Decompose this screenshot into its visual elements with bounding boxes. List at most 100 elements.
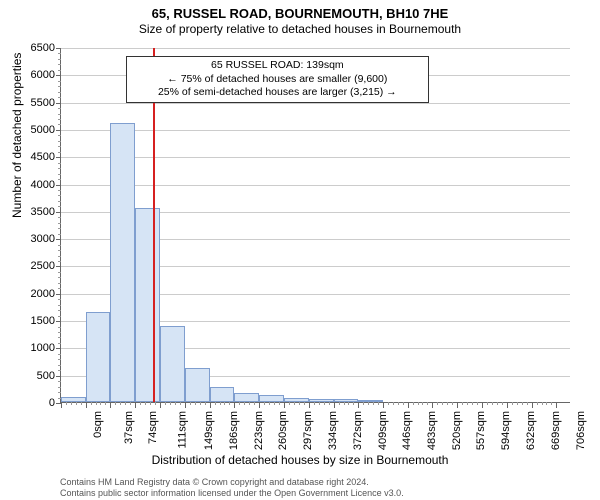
y-minor-tick <box>58 81 61 82</box>
x-minor-tick <box>403 402 404 405</box>
x-tick <box>432 402 433 408</box>
y-tick-label: 4500 <box>21 151 55 163</box>
x-axis-label: Distribution of detached houses by size … <box>0 453 600 467</box>
y-minor-tick <box>58 114 61 115</box>
x-tick <box>507 402 508 408</box>
x-minor-tick <box>200 402 201 405</box>
y-minor-tick <box>58 365 61 366</box>
plot-area: 0500100015002000250030003500400045005000… <box>60 48 570 403</box>
y-tick-label: 5500 <box>21 97 55 109</box>
y-minor-tick <box>58 337 61 338</box>
x-minor-tick <box>437 402 438 405</box>
gridline <box>61 130 570 131</box>
x-minor-tick <box>180 402 181 405</box>
x-tick-label: 260sqm <box>277 411 289 450</box>
x-minor-tick <box>512 402 513 405</box>
x-minor-tick <box>522 402 523 405</box>
y-tick-label: 6000 <box>21 69 55 81</box>
y-minor-tick <box>58 59 61 60</box>
x-tick <box>210 402 211 408</box>
x-minor-tick <box>373 402 374 405</box>
x-minor-tick <box>195 402 196 405</box>
x-minor-tick <box>502 402 503 405</box>
y-minor-tick <box>58 223 61 224</box>
annotation-line: 25% of semi-detached houses are larger (… <box>131 86 424 100</box>
x-tick-label: 520sqm <box>451 411 463 450</box>
x-minor-tick <box>145 402 146 405</box>
y-minor-tick <box>58 381 61 382</box>
x-minor-tick <box>279 402 280 405</box>
y-minor-tick <box>58 163 61 164</box>
attribution-text: Contains HM Land Registry data © Crown c… <box>60 477 404 499</box>
x-minor-tick <box>398 402 399 405</box>
histogram-bar <box>210 387 235 402</box>
y-minor-tick <box>58 250 61 251</box>
histogram-bar <box>358 400 383 402</box>
x-tick-label: 149sqm <box>203 411 215 450</box>
x-minor-tick <box>120 402 121 405</box>
x-tick-label: 0sqm <box>92 411 104 438</box>
x-minor-tick <box>91 402 92 405</box>
x-tick-label: 557sqm <box>475 411 487 450</box>
y-tick-label: 1000 <box>21 342 55 354</box>
chart-container: 65, RUSSEL ROAD, BOURNEMOUTH, BH10 7HE S… <box>0 0 600 500</box>
gridline <box>61 48 570 49</box>
x-minor-tick <box>96 402 97 405</box>
attribution-line-2: Contains public sector information licen… <box>60 488 404 499</box>
y-minor-tick <box>58 316 61 317</box>
x-minor-tick <box>71 402 72 405</box>
x-minor-tick <box>329 402 330 405</box>
y-minor-tick <box>58 359 61 360</box>
y-tick-label: 5000 <box>21 124 55 136</box>
y-minor-tick <box>58 245 61 246</box>
x-minor-tick <box>378 402 379 405</box>
x-minor-tick <box>289 402 290 405</box>
y-minor-tick <box>58 387 61 388</box>
x-tick-label: 594sqm <box>500 411 512 450</box>
attribution-line-1: Contains HM Land Registry data © Crown c… <box>60 477 404 488</box>
y-minor-tick <box>58 332 61 333</box>
x-tick-label: 372sqm <box>352 411 364 450</box>
y-minor-tick <box>58 86 61 87</box>
y-minor-tick <box>58 261 61 262</box>
x-minor-tick <box>551 402 552 405</box>
gridline <box>61 185 570 186</box>
x-tick <box>383 402 384 408</box>
x-minor-tick <box>467 402 468 405</box>
x-tick <box>110 402 111 408</box>
x-minor-tick <box>542 402 543 405</box>
y-minor-tick <box>58 201 61 202</box>
x-minor-tick <box>224 402 225 405</box>
y-tick-label: 1500 <box>21 315 55 327</box>
x-minor-tick <box>413 402 414 405</box>
x-minor-tick <box>81 402 82 405</box>
x-tick-label: 409sqm <box>377 411 389 450</box>
x-tick <box>234 402 235 408</box>
x-minor-tick <box>130 402 131 405</box>
x-minor-tick <box>220 402 221 405</box>
x-tick <box>160 402 161 408</box>
y-minor-tick <box>58 343 61 344</box>
y-tick-label: 6500 <box>21 42 55 54</box>
histogram-bar <box>185 368 210 402</box>
y-tick-label: 500 <box>21 370 55 382</box>
x-tick <box>358 402 359 408</box>
histogram-bar <box>160 326 185 402</box>
y-minor-tick <box>58 108 61 109</box>
x-minor-tick <box>165 402 166 405</box>
y-minor-tick <box>58 70 61 71</box>
y-minor-tick <box>58 97 61 98</box>
x-minor-tick <box>452 402 453 405</box>
y-minor-tick <box>58 119 61 120</box>
y-minor-tick <box>58 288 61 289</box>
x-tick <box>532 402 533 408</box>
x-minor-tick <box>274 402 275 405</box>
x-tick <box>185 402 186 408</box>
x-minor-tick <box>344 402 345 405</box>
y-tick-label: 2000 <box>21 288 55 300</box>
x-minor-tick <box>462 402 463 405</box>
y-minor-tick <box>58 272 61 273</box>
y-minor-tick <box>58 64 61 65</box>
x-tick <box>334 402 335 408</box>
x-minor-tick <box>100 402 101 405</box>
